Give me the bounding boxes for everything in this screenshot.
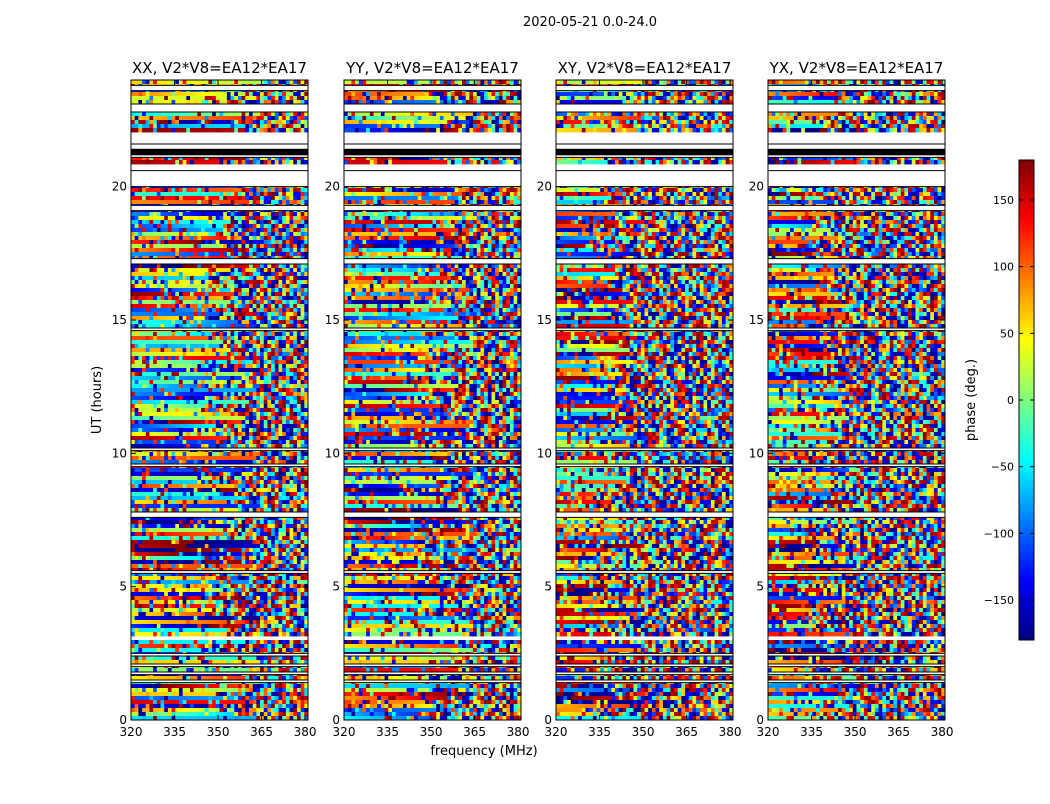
- flagged-band: [768, 104, 945, 112]
- x-tick-label: 320: [333, 725, 356, 739]
- y-tick-label: 15: [537, 313, 552, 327]
- x-tick-label: 335: [800, 725, 823, 739]
- y-axis-label: UT (hours): [90, 366, 105, 434]
- panel-title: XY, V2*V8=EA12*EA17: [558, 59, 732, 77]
- flagged-band: [344, 144, 521, 149]
- y-tick-label: 0: [119, 713, 127, 727]
- flagged-band: [344, 259, 521, 264]
- flagged-band: [131, 259, 308, 264]
- flagged-band: [131, 171, 308, 187]
- y-tick-label: 10: [749, 446, 764, 460]
- figure-suptitle: 2020-05-21 0.0-24.0: [523, 15, 657, 30]
- panel-yy: YY, V2*V8=EA12*EA17 320 335 350 365 380 0 5 10 15…: [325, 59, 530, 739]
- x-tick-label: 320: [545, 725, 568, 739]
- y-tick-label: 20: [325, 180, 340, 194]
- colorbar: 150 100 50 0 −50 −100 −150: [984, 160, 1034, 641]
- flagged-band: [768, 512, 945, 517]
- y-tick-label: 5: [332, 580, 340, 594]
- y-tick-label: 10: [325, 446, 340, 460]
- x-tick-label: 350: [632, 725, 655, 739]
- x-tick-label: 320: [757, 725, 780, 739]
- x-tick-label: 380: [507, 725, 530, 739]
- flagged-band: [344, 171, 521, 187]
- x-tick-label: 335: [163, 725, 186, 739]
- x-tick-label: 365: [250, 725, 273, 739]
- panel-xy: XY, V2*V8=EA12*EA17 320 335 350 365 380 0 5 10 15…: [537, 59, 742, 739]
- x-tick-label: 380: [294, 725, 317, 739]
- panel-title: YY, V2*V8=EA12*EA17: [345, 59, 519, 77]
- y-tick-label: 10: [112, 446, 127, 460]
- flagged-band: [131, 144, 308, 149]
- colorbar-tick-label: 50: [1000, 327, 1014, 340]
- x-axis-label: frequency (MHz): [430, 744, 537, 759]
- x-tick-label: 380: [931, 725, 954, 739]
- colorbar-tick-label: −100: [984, 527, 1014, 540]
- x-tick-label: 350: [207, 725, 230, 739]
- colorbar-tick-label: −150: [984, 594, 1014, 607]
- flagged-band: [556, 259, 733, 264]
- x-tick-label: 350: [420, 725, 443, 739]
- y-tick-label: 10: [537, 446, 552, 460]
- x-tick-label: 350: [844, 725, 867, 739]
- y-tick-label: 0: [544, 713, 552, 727]
- flagged-band: [768, 259, 945, 264]
- flagged-band: [556, 171, 733, 187]
- flagged-band: [768, 85, 945, 90]
- colorbar-tick-label: −50: [991, 461, 1014, 474]
- x-tick-label: 365: [675, 725, 698, 739]
- y-tick-label: 0: [756, 713, 764, 727]
- colorbar-tick-label: 100: [993, 261, 1014, 274]
- flagged-band: [556, 205, 733, 210]
- flagged-band: [344, 104, 521, 112]
- flagged-band: [556, 512, 733, 517]
- flagged-band-dark: [768, 149, 945, 155]
- y-tick-label: 20: [112, 180, 127, 194]
- colorbar-label: phase (deg.): [964, 359, 979, 441]
- phase-heatmap-image: [344, 80, 521, 720]
- colorbar-tick-label: 150: [993, 194, 1014, 207]
- panel-xx: XX, V2*V8=EA12*EA17 320 335 350 365 380 0 5 10 15…: [112, 59, 317, 739]
- flagged-band: [344, 512, 521, 517]
- x-tick-label: 335: [588, 725, 611, 739]
- colorbar-tick-label: 0: [1007, 394, 1014, 407]
- flagged-band: [556, 144, 733, 149]
- y-tick-label: 5: [756, 580, 764, 594]
- y-tick-label: 5: [119, 580, 127, 594]
- flagged-band: [556, 85, 733, 90]
- flagged-band: [131, 205, 308, 210]
- flagged-band-dark: [556, 149, 733, 155]
- flagged-band: [768, 205, 945, 210]
- y-tick-label: 20: [537, 180, 552, 194]
- x-tick-label: 365: [463, 725, 486, 739]
- flagged-band: [131, 512, 308, 517]
- flagged-band: [131, 85, 308, 90]
- flagged-band: [768, 171, 945, 187]
- y-tick-label: 0: [332, 713, 340, 727]
- y-tick-label: 15: [325, 313, 340, 327]
- flagged-band: [344, 205, 521, 210]
- flagged-band: [768, 144, 945, 149]
- y-tick-label: 5: [544, 580, 552, 594]
- flagged-band: [556, 104, 733, 112]
- flagged-band: [344, 85, 521, 90]
- flagged-band-dark: [131, 149, 308, 155]
- y-tick-label: 20: [749, 180, 764, 194]
- y-tick-label: 15: [749, 313, 764, 327]
- flagged-band: [131, 104, 308, 112]
- x-tick-label: 320: [120, 725, 143, 739]
- y-tick-label: 15: [112, 313, 127, 327]
- panels-group: XX, V2*V8=EA12*EA17 320 335 350 365 380 0 5 10 15…: [112, 59, 954, 739]
- phase-heatmap-image: [556, 80, 733, 720]
- x-tick-label: 380: [719, 725, 742, 739]
- phase-heatmap-image: [768, 80, 945, 720]
- flagged-band-dark: [344, 149, 521, 155]
- panel-yx: YX, V2*V8=EA12*EA17 320 335 350 365 380 0 5 10 15…: [749, 59, 954, 739]
- panel-title: YX, V2*V8=EA12*EA17: [769, 59, 944, 77]
- x-tick-label: 335: [376, 725, 399, 739]
- phase-heatmap-image: [131, 80, 308, 720]
- panel-title: XX, V2*V8=EA12*EA17: [132, 59, 307, 77]
- x-tick-label: 365: [887, 725, 910, 739]
